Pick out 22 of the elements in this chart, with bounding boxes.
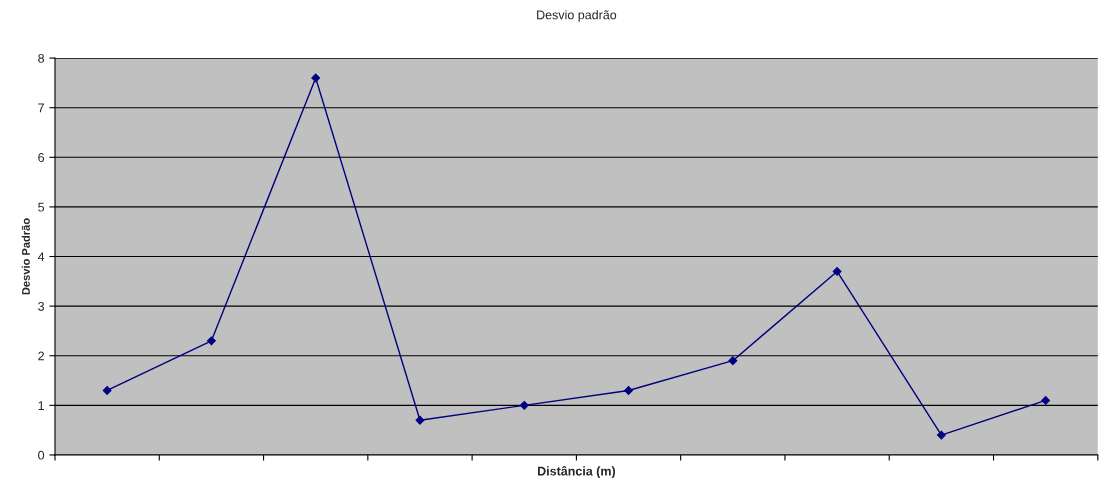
point	[1041, 395, 1051, 405]
point	[415, 415, 425, 425]
point	[519, 400, 529, 410]
point	[206, 336, 216, 346]
y-tick-label: 2	[38, 351, 44, 361]
point	[624, 386, 633, 395]
point	[311, 73, 321, 83]
y-axis-title: Desvio Padrão	[21, 218, 30, 295]
point	[936, 430, 946, 440]
y-tick-label: 7	[38, 103, 44, 113]
y-tick-label: 4	[37, 252, 45, 262]
point	[832, 266, 842, 276]
y-tick-label: 0	[38, 450, 45, 460]
chart-title: Desvio padrão	[537, 10, 617, 22]
y-tick-label: 1	[38, 401, 44, 410]
point	[102, 386, 112, 395]
x-axis-title: Distância (m)	[537, 466, 616, 478]
y-tick-label: 6	[38, 153, 45, 162]
y-tick-label: 8	[38, 53, 45, 63]
y-tick-label: 3	[38, 301, 45, 311]
y-tick-label: 5	[38, 202, 45, 212]
point	[728, 356, 738, 366]
